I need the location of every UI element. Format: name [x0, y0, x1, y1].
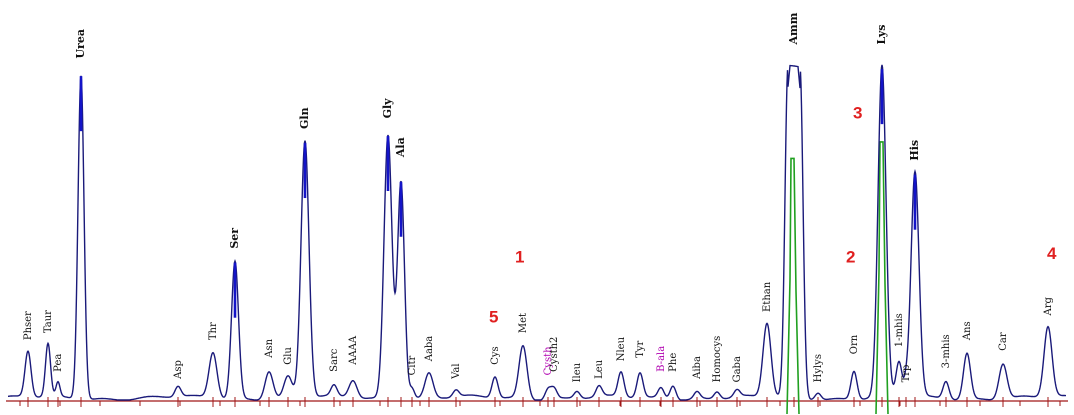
peak-label-citr: Citr: [407, 355, 418, 375]
peak-label-gln: Gln: [298, 107, 311, 129]
peak-label-lys: Lys: [875, 25, 888, 45]
peak-labels-group: Phser Taur Pea Urea Asp Thr Ser Asn Glu Gln Sarc AA…: [23, 12, 1054, 382]
annotation-2: 2: [846, 248, 855, 267]
peak-label-his: His: [908, 140, 921, 161]
annotation-group: 1 5 3 2 4: [489, 103, 1057, 326]
peak-label-ethan: Ethan: [762, 281, 773, 312]
peak-label-gaba: Gaba: [732, 356, 743, 382]
peak-label-b-ala: B-ala: [656, 346, 667, 372]
peak-label-aiba: Aiba: [692, 356, 703, 380]
peak-label-cys: Cys: [490, 346, 501, 364]
peak-label-ileu: Ileu: [572, 362, 583, 382]
annotation-5: 5: [489, 308, 498, 327]
peak-label-aaba: Aaba: [424, 336, 435, 363]
peak-label-orn: Orn: [849, 334, 860, 354]
peak-label-hylys: Hylys: [813, 354, 824, 382]
peak-label-1-mhis: 1-mhis: [894, 313, 905, 347]
peak-label-arg: Arg: [1043, 297, 1054, 317]
peak-label-asn: Asn: [264, 338, 275, 358]
peak-label-sarc: Sarc: [329, 348, 340, 372]
peak-label-ser: Ser: [228, 228, 241, 249]
peak-label-ans: Ans: [962, 321, 973, 341]
peak-label-tyr: Tyr: [635, 340, 646, 357]
peak-label-cysth2: Cysth2: [549, 337, 560, 372]
peak-label-glu: Glu: [283, 347, 294, 365]
overlay-trace-amm: [787, 158, 799, 414]
peak-label-ala: Ala: [394, 137, 407, 158]
peak-label-phe: Phe: [668, 353, 679, 372]
peak-label-trp: Trp: [901, 365, 912, 383]
annotation-1: 1: [515, 248, 524, 267]
peak-label-aaaa: AAAA: [348, 335, 359, 366]
chromatogram-trace: [8, 65, 1066, 400]
peak-label-pea: Pea: [53, 354, 64, 372]
peak-label-nleu: Nleu: [616, 336, 627, 361]
peak-label-thr: Thr: [208, 322, 219, 340]
peak-label-urea: Urea: [74, 29, 87, 59]
peak-label-val: Val: [451, 363, 462, 379]
peak-label-leu: Leu: [594, 359, 605, 379]
annotation-3: 3: [853, 103, 862, 122]
peak-label-3-mhis: 3-mhis: [941, 334, 952, 368]
peak-label-gly: Gly: [381, 98, 394, 119]
peak-label-met: Met: [518, 313, 529, 333]
annotation-4: 4: [1047, 244, 1057, 263]
peak-label-amm: Amm: [787, 12, 800, 45]
peak-label-homocys: Homocys: [712, 336, 723, 383]
baseline-ticks-group: [20, 397, 1060, 407]
peak-label-phser: Phser: [23, 311, 34, 340]
peak-label-car: Car: [998, 332, 1009, 351]
peak-label-taur: Taur: [43, 310, 54, 333]
peak-label-asp: Asp: [173, 360, 184, 380]
